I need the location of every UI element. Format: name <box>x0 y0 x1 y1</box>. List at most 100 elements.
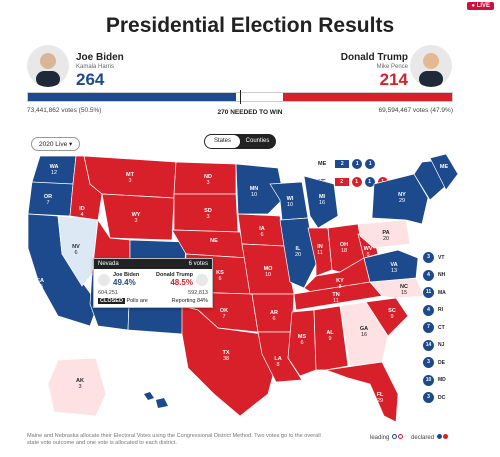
ne-statewide[interactable]: 2 <box>334 178 349 186</box>
state-label-or: OR <box>44 194 52 200</box>
state-ev-mo: 10 <box>265 272 271 278</box>
leading-dem-dot-icon <box>392 434 398 439</box>
state-label-in: IN <box>317 244 323 250</box>
state-label-mn: MN <box>250 186 259 192</box>
ev-circle: 10 <box>423 374 434 386</box>
state-label-tx: TX <box>222 350 229 356</box>
state-ev-wi: 10 <box>287 202 293 208</box>
state-label-ok: OK <box>220 308 228 314</box>
east-state-md[interactable]: 10 MD <box>423 374 446 386</box>
tooltip-votes: 6 votes <box>188 261 208 267</box>
map-legend: leading declared <box>370 434 448 441</box>
state-label-nd: ND <box>204 174 212 180</box>
state-ev-sc: 9 <box>390 314 393 320</box>
state-ev-ny: 29 <box>399 198 405 204</box>
me-districts: ME 2 1 1 <box>318 159 376 169</box>
ev-circle: 14 <box>423 339 434 351</box>
person-icon <box>419 53 443 87</box>
east-state-ri[interactable]: 4 RI <box>423 304 443 316</box>
state-ev-mn: 10 <box>251 192 257 198</box>
rep-popular-votes: 69,594,467 votes (47.9%) <box>378 107 453 114</box>
east-state-ct[interactable]: 7 CT <box>423 322 445 333</box>
me-statewide[interactable]: 2 <box>335 160 350 168</box>
east-state-dc[interactable]: 3 DC <box>423 392 445 403</box>
east-state-nj[interactable]: 14 NJ <box>423 339 444 351</box>
me-district[interactable]: 1 <box>365 159 376 169</box>
east-state-de[interactable]: 3 DE <box>423 357 445 368</box>
tooltip-polls: Polls are <box>126 298 148 304</box>
state-label-sc: SC <box>388 308 396 314</box>
state-ev-la: 8 <box>276 362 279 368</box>
toggle-states[interactable]: States <box>205 135 240 148</box>
trump-avatar <box>410 45 452 87</box>
state-label-il: IL <box>296 246 302 252</box>
legend-leading: leading <box>370 435 390 441</box>
state-label-oh: OH <box>340 242 348 248</box>
state-ev-wa: 12 <box>51 170 57 176</box>
state-ev-oh: 18 <box>341 248 347 254</box>
state-label-hi: HI <box>155 412 161 418</box>
dem-ev: 264 <box>76 70 105 89</box>
east-state-nh[interactable]: 4 NH <box>423 269 446 281</box>
ev-circle: 3 <box>423 357 434 368</box>
legend-declared: declared <box>411 435 435 441</box>
state-label-al: AL <box>326 330 334 336</box>
east-state-code: RI <box>438 307 443 313</box>
state-label-nv: NV <box>72 244 80 250</box>
trump-thumb-icon <box>196 273 208 286</box>
dem-vp: Kamala Harris <box>76 64 115 70</box>
state-label-ia: IA <box>259 226 265 232</box>
ev-circle: 3 <box>423 252 434 263</box>
ne-district[interactable]: 1 <box>351 177 362 187</box>
east-state-code: MD <box>438 377 446 383</box>
us-map[interactable]: WA12OR7CA55NV6ID4MT3WY3ND3SD3NEKS6OK7TX3… <box>18 154 463 429</box>
east-state-code: MA <box>438 289 446 296</box>
state-label-pa: PA <box>382 230 389 236</box>
state-label-wi: WI <box>287 196 294 202</box>
me-district[interactable]: 1 <box>352 159 363 169</box>
state-ev-mt: 3 <box>128 178 131 184</box>
state-label-id: ID <box>79 206 85 212</box>
year-select[interactable]: 2020 Live ▾ <box>31 137 81 151</box>
closed-badge: CLOSED <box>98 298 125 304</box>
declared-dem-dot-icon <box>436 434 442 439</box>
state-label-mi: MI <box>319 194 326 200</box>
state-ev-id: 4 <box>80 212 83 218</box>
view-toggle[interactable]: States Counties <box>204 134 276 149</box>
east-state-code: VT <box>438 254 445 261</box>
state-ev-al: 9 <box>328 336 331 342</box>
state-ev-pa: 20 <box>383 236 389 242</box>
state-ev-hi: 4 <box>156 418 159 424</box>
footnote: Maine and Nebraska allocate their Electo… <box>27 433 321 446</box>
state-ev-fl: 29 <box>377 398 383 404</box>
state-label-wy: WY <box>132 212 141 218</box>
state-label-ms: MS <box>298 334 307 340</box>
tooltip-dem-votes: 604,251 <box>98 290 118 296</box>
state-ev-ms: 6 <box>300 340 303 346</box>
state-ev-nc: 15 <box>401 290 407 296</box>
me-label: ME <box>318 161 327 167</box>
uncalled-fill <box>235 93 284 101</box>
state-label-ga: GA <box>360 326 368 332</box>
dem-name: Joe Biden <box>76 52 124 63</box>
state-label-mo: MO <box>264 266 274 272</box>
state-label-ky: KY <box>336 278 344 284</box>
threshold-mark <box>240 90 241 104</box>
tooltip-state: Nevada <box>98 261 119 267</box>
ev-circle: 3 <box>423 392 434 403</box>
state-label-ar: AR <box>270 310 278 316</box>
east-state-code: CT <box>438 324 445 331</box>
east-state-code: NH <box>438 272 446 278</box>
east-state-vt[interactable]: 3 VT <box>423 252 444 263</box>
state-label-va: VA <box>390 262 397 268</box>
east-state-ma[interactable]: 11 MA <box>423 287 446 298</box>
ev-circle: 7 <box>423 322 434 333</box>
state-ev-ga: 16 <box>361 332 367 338</box>
dem-bar-fill <box>28 93 236 101</box>
tooltip-rep-votes: 592,813 <box>188 290 208 296</box>
biden-thumb-icon <box>98 273 110 286</box>
ne-district[interactable]: 1 <box>364 177 375 187</box>
toggle-counties[interactable]: Counties <box>245 138 270 144</box>
state-ev-wv: 5 <box>366 252 369 258</box>
state-ev-nv: 6 <box>74 250 77 256</box>
